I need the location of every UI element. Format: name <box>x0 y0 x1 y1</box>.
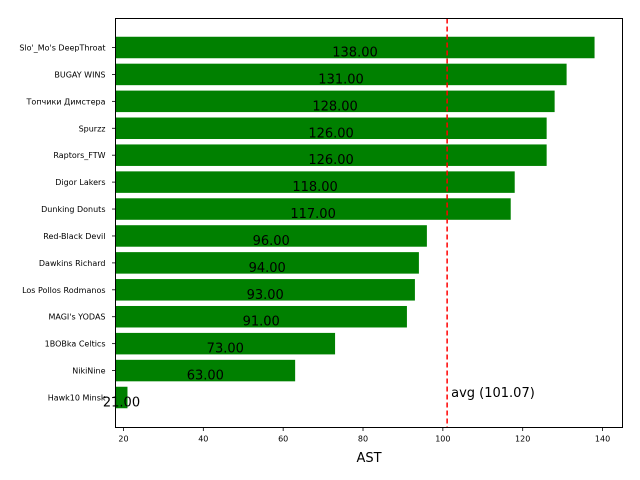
bar-value-label: 63.00 <box>187 369 224 384</box>
x-tick-label: 100 <box>435 435 450 444</box>
x-tick-label: 60 <box>278 435 288 444</box>
average-label: avg (101.07) <box>451 386 535 401</box>
x-ticks-group: 20 40 60 80 100 120 140 <box>118 427 610 444</box>
bar-value-label: 126.00 <box>308 126 354 141</box>
category-label: Dawkins Richard <box>39 259 106 268</box>
bar-value-label: 21.00 <box>103 396 140 411</box>
category-label: Los Pollos Rodmanos <box>22 286 105 295</box>
bar <box>116 279 415 301</box>
bar <box>116 359 296 382</box>
bar-value-label: 126.00 <box>308 153 354 168</box>
bar-value-label: 138.00 <box>332 46 378 61</box>
plot-frame <box>115 18 623 428</box>
bar <box>116 198 511 220</box>
bar <box>116 144 547 166</box>
bar-value-label: 117.00 <box>290 207 336 222</box>
bar <box>116 332 336 355</box>
x-axis-title: AST <box>356 451 381 466</box>
category-label: Hawk10 Minsk <box>48 394 106 403</box>
category-label: Spurzz <box>79 124 106 133</box>
bar <box>116 63 567 86</box>
bar <box>116 225 427 247</box>
x-tick-label: 40 <box>198 435 208 444</box>
category-label: 1BOBka Celtics <box>45 340 106 349</box>
bar <box>116 305 407 328</box>
category-label: Slo'_Mo's DeepThroat <box>19 44 105 53</box>
x-tick-label: 20 <box>118 435 128 444</box>
value-labels-group: 138.00 131.00 128.00 126.00 126.00 118.00 117.… <box>103 46 378 411</box>
bar-value-label: 128.00 <box>312 99 358 114</box>
bar <box>116 117 547 140</box>
bar <box>116 386 128 409</box>
category-label: Топчики Димстера <box>26 97 106 106</box>
category-label: Red-Black Devil <box>43 232 105 241</box>
category-label: BUGAY WINS <box>54 70 105 79</box>
bar <box>116 252 419 274</box>
x-tick-label: 80 <box>358 435 368 444</box>
category-label: Raptors_FTW <box>53 151 105 160</box>
bar-value-label: 96.00 <box>253 234 290 249</box>
bar-value-label: 73.00 <box>207 342 244 357</box>
bars-group <box>116 36 595 409</box>
category-label: MAGI's YODAS <box>48 313 105 322</box>
bar-value-label: 94.00 <box>249 261 286 276</box>
category-label: Digor Lakers <box>55 178 105 187</box>
x-tick-label: 140 <box>595 435 610 444</box>
category-label: Dunking Donuts <box>41 205 105 214</box>
bar-value-label: 93.00 <box>247 288 284 303</box>
bar <box>116 171 515 193</box>
x-tick-label: 120 <box>515 435 530 444</box>
bar <box>116 90 555 113</box>
category-label: NikiNine <box>72 367 105 376</box>
bar-value-label: 91.00 <box>243 315 280 330</box>
bar <box>116 36 595 59</box>
bar-value-label: 131.00 <box>318 72 364 87</box>
bar-value-label: 118.00 <box>292 180 338 195</box>
category-labels-group: Slo'_Mo's DeepThroat BUGAY WINS Топчики Ди… <box>19 44 116 403</box>
